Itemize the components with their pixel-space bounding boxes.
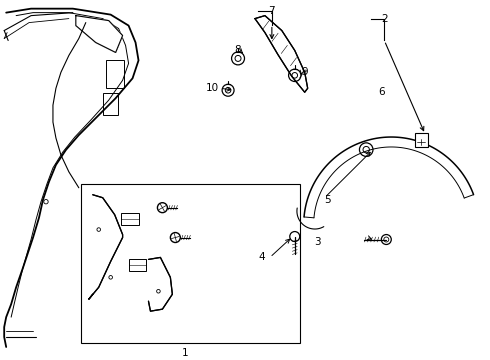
Text: 5: 5 bbox=[324, 195, 331, 205]
Bar bbox=[415, 133, 428, 147]
Text: 3: 3 bbox=[314, 237, 321, 247]
Text: 9: 9 bbox=[301, 67, 308, 77]
Text: 1: 1 bbox=[182, 348, 189, 358]
Bar bbox=[81, 184, 300, 343]
Bar bbox=[128, 260, 147, 271]
Text: 4: 4 bbox=[259, 252, 265, 262]
Text: 7: 7 bbox=[269, 6, 275, 15]
Text: 10: 10 bbox=[206, 83, 219, 93]
Bar bbox=[121, 213, 139, 225]
Polygon shape bbox=[76, 15, 122, 53]
Polygon shape bbox=[148, 257, 172, 311]
Text: 6: 6 bbox=[378, 87, 385, 97]
Polygon shape bbox=[89, 195, 122, 299]
Polygon shape bbox=[255, 15, 308, 92]
Text: 8: 8 bbox=[235, 45, 242, 55]
Text: 2: 2 bbox=[381, 14, 388, 24]
